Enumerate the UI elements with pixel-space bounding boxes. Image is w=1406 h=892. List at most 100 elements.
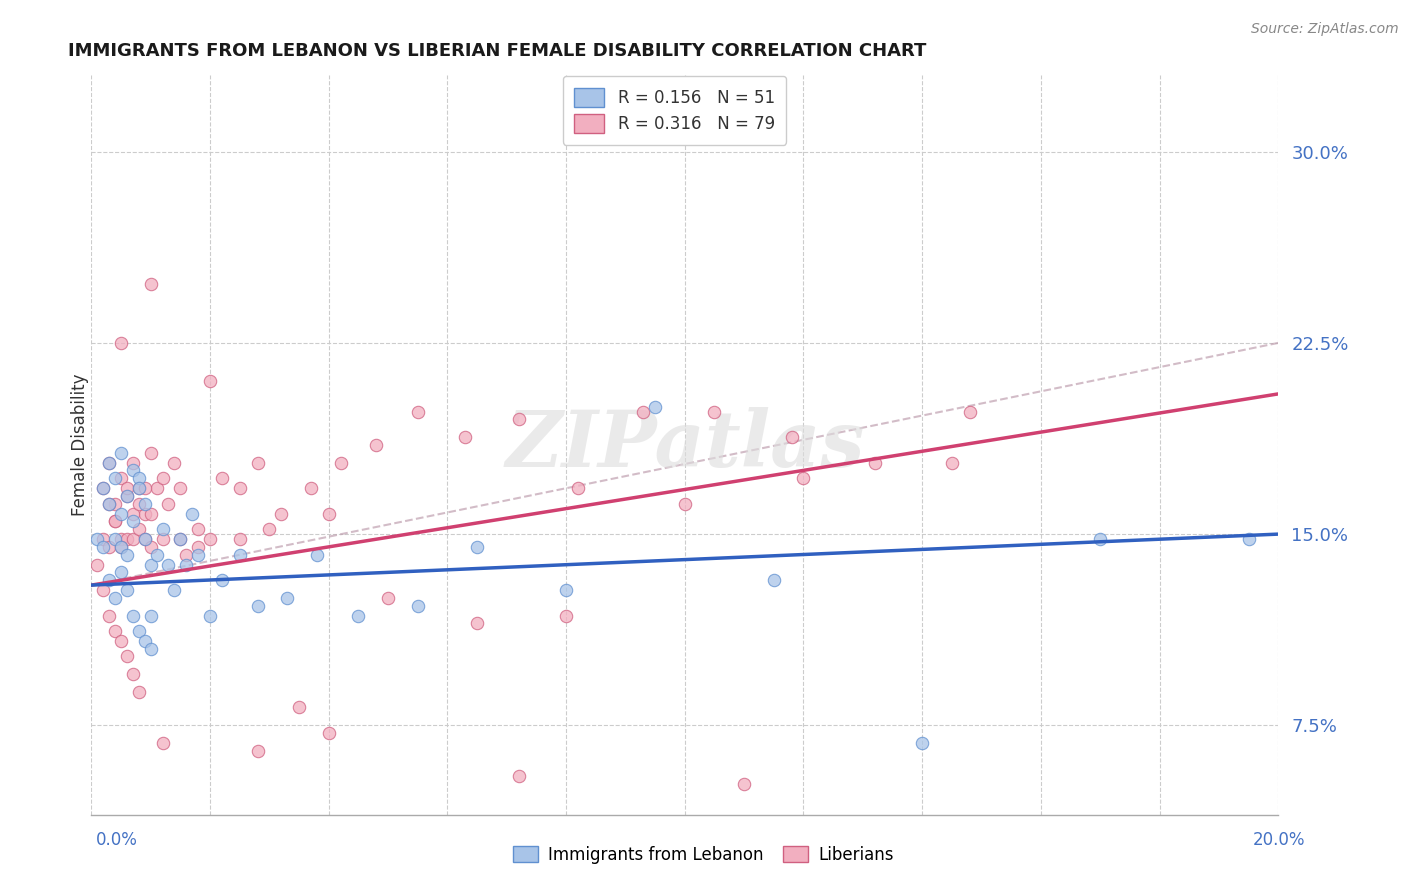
Point bbox=[128, 624, 150, 638]
Point bbox=[703, 405, 725, 419]
Point bbox=[122, 507, 145, 521]
Point bbox=[318, 507, 340, 521]
Point bbox=[122, 514, 145, 528]
Point bbox=[633, 405, 655, 419]
Point bbox=[134, 634, 156, 648]
Point bbox=[211, 573, 233, 587]
Point bbox=[555, 608, 578, 623]
Point bbox=[128, 471, 150, 485]
Point bbox=[139, 507, 162, 521]
Point bbox=[288, 700, 311, 714]
Point bbox=[152, 736, 174, 750]
Point bbox=[181, 507, 204, 521]
Point bbox=[465, 540, 488, 554]
Point bbox=[134, 481, 156, 495]
Point bbox=[104, 514, 127, 528]
Point bbox=[157, 558, 180, 572]
Point bbox=[169, 481, 191, 495]
Point bbox=[104, 624, 127, 638]
Point bbox=[863, 456, 886, 470]
Point bbox=[198, 608, 221, 623]
Point bbox=[941, 456, 963, 470]
Point bbox=[187, 548, 209, 562]
Point bbox=[115, 548, 138, 562]
Point bbox=[276, 591, 298, 605]
Point bbox=[139, 445, 162, 459]
Point bbox=[228, 532, 250, 546]
Point bbox=[163, 583, 186, 598]
Point bbox=[139, 608, 162, 623]
Point bbox=[246, 456, 269, 470]
Point bbox=[762, 573, 785, 587]
Point bbox=[211, 471, 233, 485]
Text: 20.0%: 20.0% bbox=[1253, 831, 1305, 849]
Point bbox=[98, 573, 121, 587]
Point bbox=[115, 489, 138, 503]
Point bbox=[104, 591, 127, 605]
Point bbox=[128, 522, 150, 536]
Text: Source: ZipAtlas.com: Source: ZipAtlas.com bbox=[1251, 22, 1399, 37]
Point bbox=[98, 496, 121, 510]
Point bbox=[567, 481, 589, 495]
Point bbox=[176, 548, 198, 562]
Point bbox=[1237, 532, 1260, 546]
Legend: Immigrants from Lebanon, Liberians: Immigrants from Lebanon, Liberians bbox=[506, 839, 900, 871]
Point bbox=[329, 456, 352, 470]
Point bbox=[110, 566, 132, 580]
Point bbox=[406, 405, 429, 419]
Point bbox=[259, 522, 281, 536]
Point bbox=[465, 616, 488, 631]
Point bbox=[122, 456, 145, 470]
Point bbox=[134, 496, 156, 510]
Point bbox=[673, 496, 696, 510]
Point bbox=[187, 522, 209, 536]
Point bbox=[169, 532, 191, 546]
Point bbox=[98, 496, 121, 510]
Point bbox=[270, 507, 292, 521]
Point bbox=[104, 514, 127, 528]
Point bbox=[110, 540, 132, 554]
Point bbox=[318, 726, 340, 740]
Point bbox=[110, 471, 132, 485]
Point bbox=[366, 438, 388, 452]
Point bbox=[122, 532, 145, 546]
Point bbox=[128, 481, 150, 495]
Point bbox=[104, 532, 127, 546]
Point bbox=[347, 608, 370, 623]
Point bbox=[110, 540, 132, 554]
Point bbox=[157, 496, 180, 510]
Point bbox=[911, 736, 934, 750]
Point bbox=[110, 445, 132, 459]
Point bbox=[145, 548, 167, 562]
Point bbox=[91, 583, 114, 598]
Legend: R = 0.156   N = 51, R = 0.316   N = 79: R = 0.156 N = 51, R = 0.316 N = 79 bbox=[562, 76, 786, 145]
Point bbox=[305, 548, 328, 562]
Point bbox=[246, 744, 269, 758]
Point bbox=[152, 471, 174, 485]
Y-axis label: Female Disability: Female Disability bbox=[72, 374, 89, 516]
Point bbox=[198, 374, 221, 388]
Point bbox=[98, 608, 121, 623]
Text: 0.0%: 0.0% bbox=[96, 831, 138, 849]
Point bbox=[110, 335, 132, 350]
Point bbox=[733, 777, 755, 791]
Point bbox=[169, 532, 191, 546]
Point bbox=[86, 558, 108, 572]
Point bbox=[128, 685, 150, 699]
Point bbox=[134, 532, 156, 546]
Point bbox=[115, 489, 138, 503]
Point bbox=[86, 532, 108, 546]
Point bbox=[91, 481, 114, 495]
Point bbox=[122, 667, 145, 681]
Point bbox=[377, 591, 399, 605]
Point bbox=[91, 481, 114, 495]
Point bbox=[110, 634, 132, 648]
Point bbox=[228, 548, 250, 562]
Point bbox=[299, 481, 322, 495]
Point bbox=[792, 471, 814, 485]
Point bbox=[152, 532, 174, 546]
Point bbox=[115, 532, 138, 546]
Point bbox=[128, 481, 150, 495]
Point bbox=[91, 532, 114, 546]
Point bbox=[98, 456, 121, 470]
